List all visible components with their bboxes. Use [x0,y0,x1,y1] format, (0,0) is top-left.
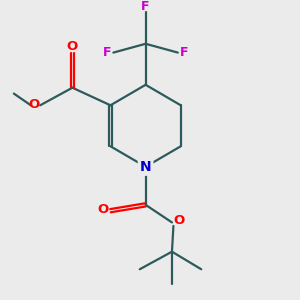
Text: F: F [103,46,111,59]
Text: O: O [67,40,78,52]
Text: N: N [140,160,152,174]
Text: O: O [28,98,39,111]
Text: O: O [98,203,109,216]
Text: O: O [173,214,184,227]
Text: F: F [141,0,150,13]
Text: F: F [180,46,188,59]
